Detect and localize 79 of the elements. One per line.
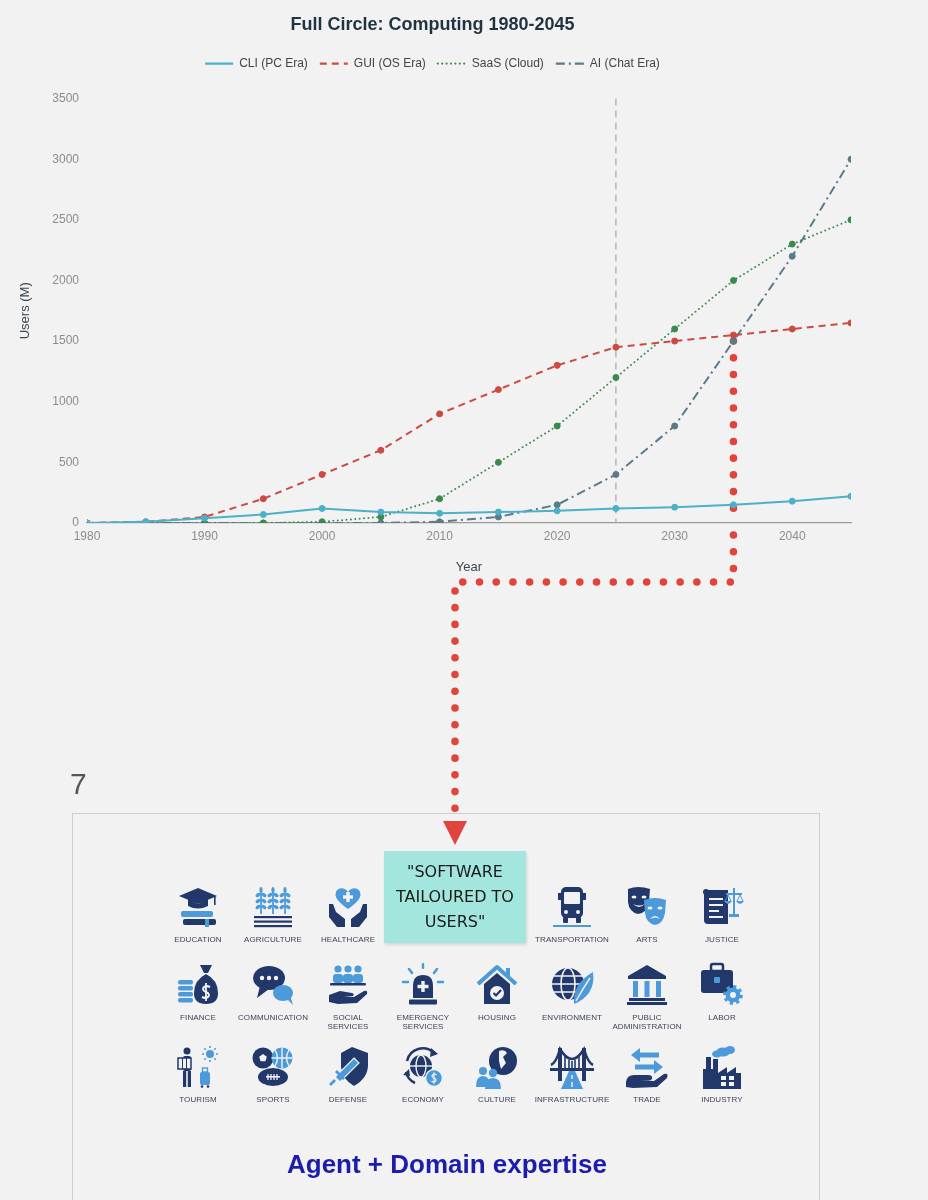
legend-label: SaaS (Cloud) bbox=[471, 55, 544, 70]
point bbox=[259, 511, 267, 519]
point bbox=[671, 337, 679, 345]
point bbox=[553, 361, 561, 369]
point bbox=[671, 325, 679, 333]
point bbox=[494, 458, 502, 466]
point bbox=[436, 410, 444, 418]
x-axis-title: Year bbox=[455, 558, 483, 574]
chart-title: Full Circle: Computing 1980-2045 bbox=[290, 13, 575, 34]
point bbox=[436, 509, 444, 517]
y-tick-label: 3000 bbox=[52, 151, 80, 166]
point bbox=[612, 504, 620, 512]
point bbox=[729, 331, 737, 339]
text: SPORTS bbox=[256, 1095, 290, 1104]
text: 7 bbox=[70, 767, 87, 800]
text: AGRICULTURE bbox=[244, 935, 302, 944]
text: ARTS bbox=[636, 935, 658, 944]
point bbox=[318, 471, 326, 478]
y-tick-label: 1500 bbox=[52, 333, 80, 348]
point bbox=[259, 495, 267, 503]
x-tick-label: 2010 bbox=[426, 528, 454, 543]
point bbox=[788, 497, 796, 505]
y-tick-label: 1000 bbox=[52, 394, 80, 409]
text: EMERGENCY SERVICES bbox=[396, 1013, 450, 1031]
point bbox=[788, 325, 796, 333]
text: EDUCATION bbox=[174, 935, 222, 944]
point bbox=[729, 337, 737, 345]
text: ENVIRONMENT bbox=[541, 1013, 603, 1022]
legend-label: CLI (PC Era) bbox=[239, 55, 308, 70]
point bbox=[788, 252, 796, 260]
text: PUBLIC ADMINISTRATION bbox=[612, 1013, 682, 1031]
point bbox=[436, 495, 444, 503]
text: HEALTHCARE bbox=[320, 935, 376, 944]
point bbox=[729, 276, 737, 284]
x-tick-label: 1990 bbox=[191, 528, 219, 543]
point bbox=[377, 446, 385, 454]
y-tick-label: 3500 bbox=[52, 90, 80, 105]
point bbox=[553, 422, 561, 430]
text: SOCIAL SERVICES bbox=[327, 1013, 369, 1031]
text: TOURISM bbox=[179, 1095, 217, 1104]
x-tick-label: 2030 bbox=[661, 528, 689, 543]
legend-label: GUI (OS Era) bbox=[353, 55, 426, 70]
text: FINANCE bbox=[180, 1013, 216, 1022]
text: COMMUNICATION bbox=[237, 1013, 309, 1022]
text: TRADE bbox=[633, 1095, 661, 1104]
point bbox=[671, 422, 679, 430]
point bbox=[377, 508, 385, 516]
text: INFRASTRUCTURE bbox=[534, 1095, 610, 1104]
y-tick-label: 0 bbox=[72, 515, 80, 530]
y-tick-label: 500 bbox=[58, 454, 80, 469]
text: TRANSPORTATION bbox=[535, 935, 609, 944]
point bbox=[788, 240, 796, 248]
text: JUSTICE bbox=[704, 935, 740, 944]
point bbox=[612, 343, 620, 351]
y-tick-label: 2000 bbox=[52, 272, 80, 287]
legend-label: AI (Chat Era) bbox=[589, 55, 660, 70]
point bbox=[671, 503, 679, 511]
point bbox=[612, 373, 620, 381]
point bbox=[494, 508, 502, 516]
text: LABOR bbox=[708, 1013, 736, 1022]
x-tick-label: 2000 bbox=[308, 528, 336, 543]
point bbox=[612, 471, 620, 478]
text: HOUSING bbox=[477, 1013, 517, 1022]
point bbox=[553, 507, 561, 515]
y-axis-title: Users (M) bbox=[17, 282, 33, 340]
text: DEFENSE bbox=[328, 1095, 368, 1104]
text: CULTURE bbox=[478, 1095, 516, 1104]
x-tick-label: 2020 bbox=[543, 528, 571, 543]
text: "SOFTWARE TAILOURED TO USERS" bbox=[395, 861, 515, 933]
point bbox=[729, 501, 737, 509]
x-tick-label: 1980 bbox=[73, 528, 101, 543]
point bbox=[318, 504, 326, 512]
point bbox=[553, 501, 561, 509]
text: ECONOMY bbox=[401, 1095, 445, 1104]
point bbox=[494, 386, 502, 394]
text: INDUSTRY bbox=[701, 1095, 743, 1104]
text: Agent + Domain expertise bbox=[285, 1148, 608, 1180]
y-tick-label: 2500 bbox=[52, 212, 80, 227]
x-tick-label: 2040 bbox=[778, 528, 806, 543]
